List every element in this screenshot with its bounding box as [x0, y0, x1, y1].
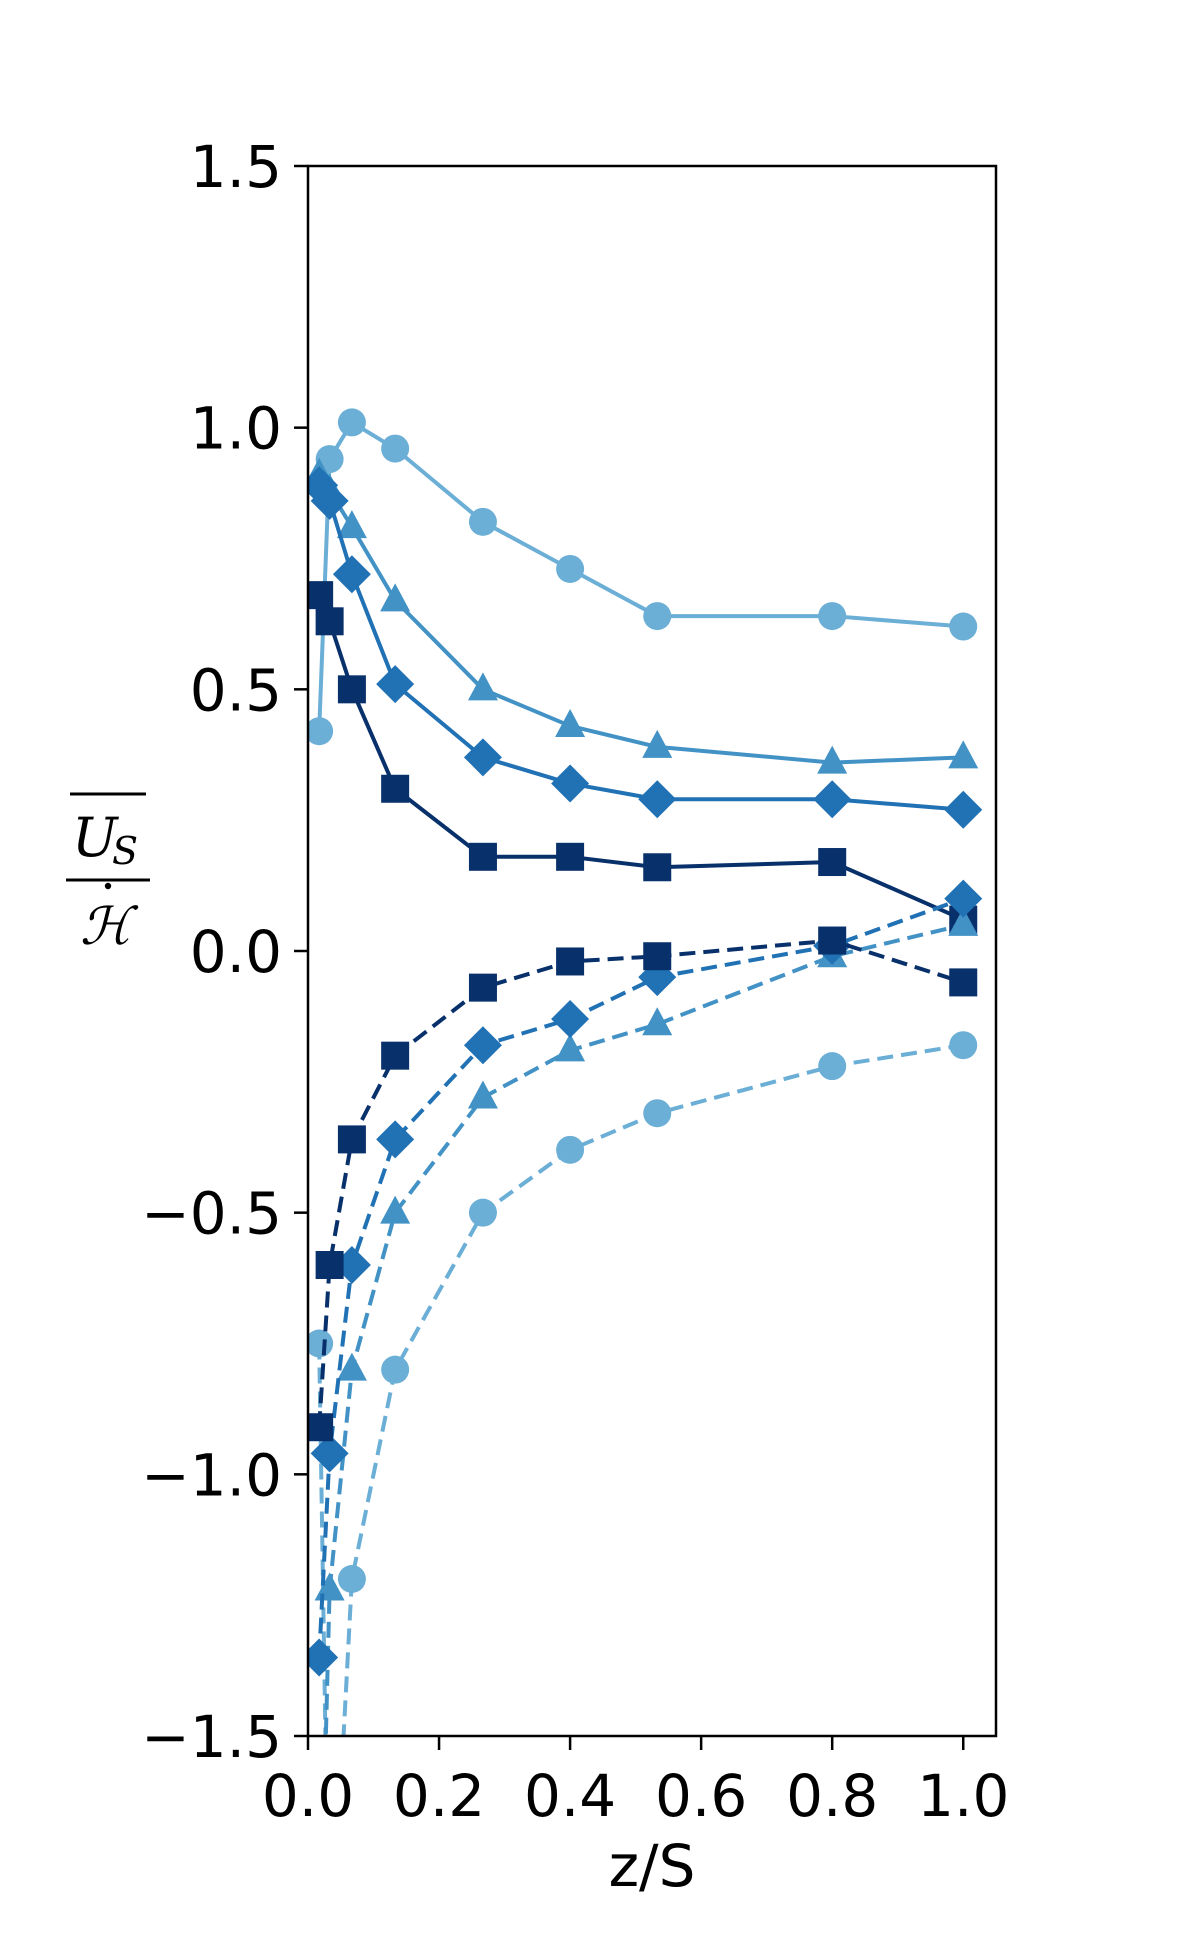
data-point-diamond	[638, 780, 677, 819]
data-point-circle	[643, 1099, 672, 1128]
data-point-triangle	[467, 1080, 498, 1109]
series-line	[317, 420, 964, 732]
data-point-triangle	[817, 745, 848, 774]
data-point-circle	[308, 717, 334, 746]
y-axis-label: U S ℋ	[66, 792, 150, 957]
data-point-triangle	[948, 740, 979, 769]
data-point-square	[381, 1041, 410, 1070]
data-point-circle	[818, 1052, 847, 1081]
data-point-circle	[818, 602, 847, 631]
data-point-square	[643, 942, 672, 971]
data-point-square	[315, 607, 344, 636]
data-point-square	[381, 774, 410, 803]
data-point-square	[818, 926, 847, 955]
x-tick-label: 0.0	[262, 1762, 354, 1830]
y-label-dot	[104, 882, 112, 890]
data-point-circle	[308, 1329, 334, 1358]
data-point-circle	[468, 507, 497, 536]
data-point-circle	[337, 408, 366, 437]
y-tick-label: 0.5	[190, 656, 282, 724]
y-tick-label: 1.5	[190, 133, 282, 201]
data-point-triangle	[380, 583, 411, 612]
data-point-triangle	[555, 708, 586, 737]
data-point-diamond	[376, 665, 415, 704]
data-point-square	[556, 842, 585, 871]
data-point-triangle	[948, 907, 979, 936]
data-point-square	[308, 581, 334, 610]
data-point-triangle	[467, 672, 498, 701]
series-4	[308, 581, 978, 934]
series-line	[317, 594, 965, 922]
series-3	[308, 466, 983, 829]
data-point-circle	[949, 612, 978, 641]
data-point-circle	[381, 434, 410, 463]
data-point-triangle	[642, 1007, 673, 1036]
x-tick-label: 0.6	[655, 1762, 747, 1830]
data-point-diamond	[376, 1120, 415, 1159]
series-8	[308, 926, 978, 1442]
data-point-square	[468, 973, 497, 1002]
series-7	[308, 879, 983, 1677]
data-point-square	[556, 947, 585, 976]
data-point-triangle	[314, 1572, 345, 1601]
data-point-circle	[381, 1355, 410, 1384]
data-point-diamond	[310, 481, 349, 520]
data-point-diamond	[310, 1434, 349, 1473]
y-tick-label: 1.0	[190, 395, 282, 463]
data-point-square	[337, 1125, 366, 1154]
data-point-diamond	[944, 879, 983, 918]
data-point-triangle	[555, 1033, 586, 1062]
data-point-diamond	[551, 1000, 590, 1039]
data-point-diamond	[813, 780, 852, 819]
data-point-circle	[556, 554, 585, 583]
x-tick-label: 0.2	[393, 1762, 485, 1830]
x-tick-label: 1.0	[917, 1762, 1009, 1830]
data-point-circle	[468, 1198, 497, 1227]
data-point-triangle	[336, 1352, 367, 1381]
data-point-square	[818, 848, 847, 877]
axis-ticks: 0.0 0.2 0.4 0.6 0.8 1.0 −1.5 −1.0 −0.5 0.0 0.5 1.0 1…	[141, 133, 1009, 1830]
y-tick-label: −1.5	[141, 1703, 282, 1771]
data-point-circle	[949, 1031, 978, 1060]
data-point-square	[468, 842, 497, 871]
data-point-triangle	[642, 729, 673, 758]
data-point-square	[643, 853, 672, 882]
data-point-diamond	[551, 764, 590, 803]
data-point-circle	[643, 602, 672, 631]
y-tick-label: −1.0	[141, 1441, 282, 1509]
data-point-square	[308, 1413, 334, 1442]
y-tick-label: −0.5	[141, 1180, 282, 1248]
data-point-diamond	[463, 738, 502, 777]
data-point-diamond	[308, 1638, 339, 1677]
data-point-triangle	[380, 1195, 411, 1224]
series-line	[317, 896, 964, 1658]
x-tick-label: 0.8	[786, 1762, 878, 1830]
y-label-numerator: U	[72, 806, 119, 869]
y-label-denominator: ℋ	[80, 897, 139, 957]
data-point-square	[315, 1251, 344, 1279]
series-1	[308, 408, 978, 746]
x-tick-label: 0.4	[524, 1762, 616, 1830]
data-point-triangle	[336, 510, 367, 539]
data-point-diamond	[944, 790, 983, 829]
y-tick-label: 0.0	[190, 918, 282, 986]
data-point-diamond	[308, 466, 339, 505]
series-5	[308, 1031, 978, 1736]
data-point-square	[337, 675, 366, 704]
data-point-circle	[337, 1565, 366, 1593]
data-point-square	[949, 968, 978, 997]
data-point-circle	[556, 1135, 585, 1164]
x-axis-label: z/S	[609, 1832, 696, 1900]
series-2	[308, 457, 979, 774]
data-point-diamond	[463, 1026, 502, 1065]
data-point-diamond	[332, 555, 371, 594]
plot-area	[308, 408, 983, 1736]
y-label-numerator-sub: S	[112, 829, 138, 873]
